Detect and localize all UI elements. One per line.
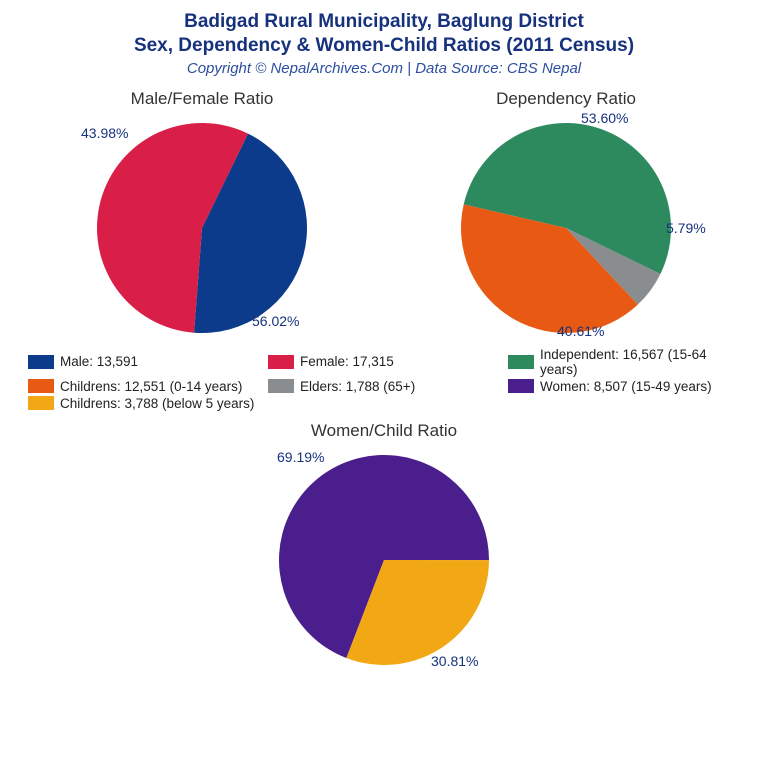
chart-male-female: Male/Female Ratio 43.98% 56.02% — [27, 89, 377, 343]
legend-swatch — [508, 355, 534, 369]
legend-text: Elders: 1,788 (65+) — [300, 379, 415, 394]
legend-swatch — [268, 355, 294, 369]
chart3-pie — [279, 455, 489, 665]
legend-text: Childrens: 3,788 (below 5 years) — [60, 396, 254, 411]
legend-item: Male: 13,591 — [28, 347, 258, 377]
title-block: Badigad Rural Municipality, Baglung Dist… — [0, 0, 768, 77]
chart-women-child: Women/Child Ratio 69.19% 30.81% — [0, 421, 768, 675]
legend-item: Independent: 16,567 (15-64 years) — [508, 347, 738, 377]
legend-item: Women: 8,507 (15-49 years) — [508, 379, 738, 394]
title-line-1: Badigad Rural Municipality, Baglung Dist… — [0, 10, 768, 34]
chart2-label-2: 40.61% — [557, 323, 604, 339]
chart3-label-1: 30.81% — [431, 653, 478, 669]
chart3-title: Women/Child Ratio — [311, 421, 457, 441]
chart2-pie — [461, 123, 671, 333]
chart3-pie-wrap: 69.19% 30.81% — [259, 445, 509, 675]
chart2-label-1: 5.79% — [666, 220, 706, 236]
legend: Male: 13,591 Female: 17,315 Independent: 1… — [0, 343, 768, 413]
chart-dependency: Dependency Ratio 53.60% 5.79% 40.61% — [391, 89, 741, 343]
chart3-label-0: 69.19% — [277, 449, 324, 465]
legend-text: Independent: 16,567 (15-64 years) — [540, 347, 738, 377]
top-charts-row: Male/Female Ratio 43.98% 56.02% Dependen… — [0, 89, 768, 343]
chart2-label-0: 53.60% — [581, 110, 628, 126]
legend-text: Female: 17,315 — [300, 354, 394, 369]
legend-swatch — [508, 379, 534, 393]
legend-text: Male: 13,591 — [60, 354, 138, 369]
legend-item: Childrens: 3,788 (below 5 years) — [28, 396, 258, 411]
title-line-2: Sex, Dependency & Women-Child Ratios (20… — [0, 34, 768, 58]
legend-item: Childrens: 12,551 (0-14 years) — [28, 379, 258, 394]
legend-swatch — [28, 396, 54, 410]
legend-item: Elders: 1,788 (65+) — [268, 379, 498, 394]
legend-text: Women: 8,507 (15-49 years) — [540, 379, 712, 394]
legend-item: Female: 17,315 — [268, 347, 498, 377]
chart2-pie-wrap: 53.60% 5.79% 40.61% — [441, 113, 691, 343]
legend-swatch — [28, 355, 54, 369]
chart2-title: Dependency Ratio — [496, 89, 636, 109]
legend-text: Childrens: 12,551 (0-14 years) — [60, 379, 242, 394]
legend-swatch — [28, 379, 54, 393]
chart1-label-0: 43.98% — [81, 125, 128, 141]
chart1-pie — [97, 123, 307, 333]
chart1-label-1: 56.02% — [252, 313, 299, 329]
legend-swatch — [268, 379, 294, 393]
chart1-title: Male/Female Ratio — [131, 89, 274, 109]
subtitle: Copyright © NepalArchives.Com | Data Sou… — [0, 60, 768, 77]
chart1-pie-wrap: 43.98% 56.02% — [77, 113, 327, 343]
